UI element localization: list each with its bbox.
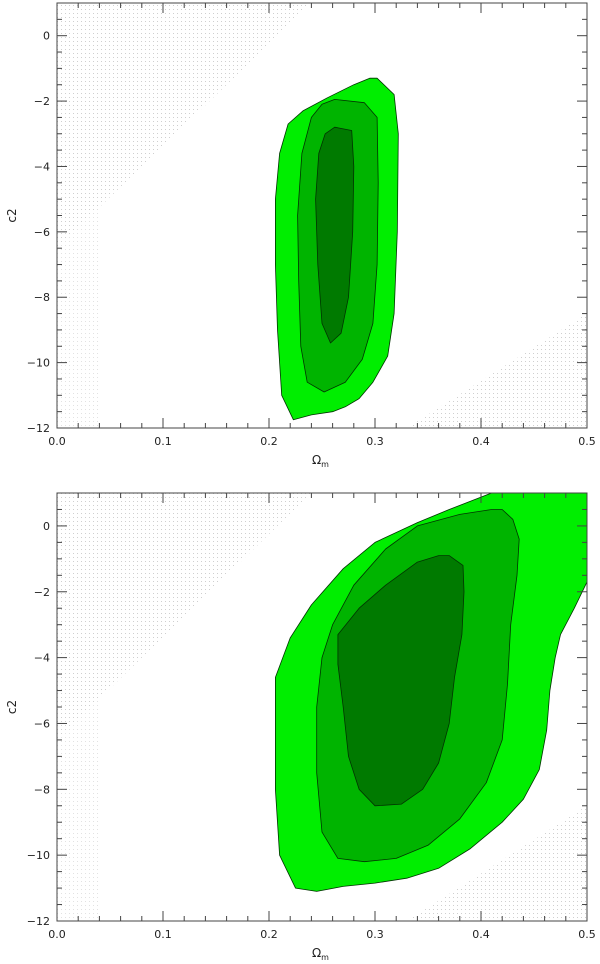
x-tick-label: 0.5 — [578, 928, 596, 941]
x-tick-label: 0.1 — [154, 435, 172, 448]
y-tick-label: −4 — [34, 160, 50, 173]
x-tick-label: 0.3 — [366, 435, 384, 448]
x-tick-label: 0.4 — [472, 435, 490, 448]
y-tick-label: −2 — [34, 95, 50, 108]
y-tick-label: −12 — [27, 915, 50, 928]
background-texture — [57, 3, 587, 428]
chart-panel-1: 0.0 0.1 0.2 0.3 0.4 0.5 0 −2 −4 −6 −8 −10 −12 Ωm c2 — [5, 2, 596, 469]
y-tick-label: −8 — [34, 783, 50, 796]
y-tick-label: 0 — [43, 520, 50, 533]
y-tick-label: −12 — [27, 422, 50, 435]
y-tick-label: −10 — [27, 357, 50, 370]
contour-inner — [315, 126, 355, 344]
y-tick-label: −6 — [34, 717, 50, 730]
contour-inner — [337, 555, 465, 807]
y-tick-label: 0 — [43, 30, 50, 43]
x-tick-label: 0.2 — [260, 435, 278, 448]
y-tick-label: −10 — [27, 849, 50, 862]
x-tick-label: 0.5 — [578, 435, 596, 448]
x-tick-label: 0.3 — [366, 928, 384, 941]
background-texture — [57, 493, 587, 921]
x-tick-label: 0.1 — [154, 928, 172, 941]
x-tick-label: 0.0 — [48, 435, 66, 448]
y-axis-label: c2 — [5, 208, 19, 222]
x-axis-label: Ωm — [312, 946, 329, 962]
y-axis-label: c2 — [5, 700, 19, 714]
y-tick-label: −6 — [34, 226, 50, 239]
y-tick-label: −2 — [34, 586, 50, 599]
x-tick-label: 0.4 — [472, 928, 490, 941]
chart-panel-2: 0.0 0.1 0.2 0.3 0.4 0.5 0 −2 −4 −6 −8 −10 −12 Ωm c2 — [5, 492, 596, 962]
x-tick-label: 0.2 — [260, 928, 278, 941]
y-tick-label: −8 — [34, 291, 50, 304]
y-tick-label: −4 — [34, 652, 50, 665]
x-axis-label: Ωm — [312, 453, 329, 469]
x-tick-label: 0.0 — [48, 928, 66, 941]
